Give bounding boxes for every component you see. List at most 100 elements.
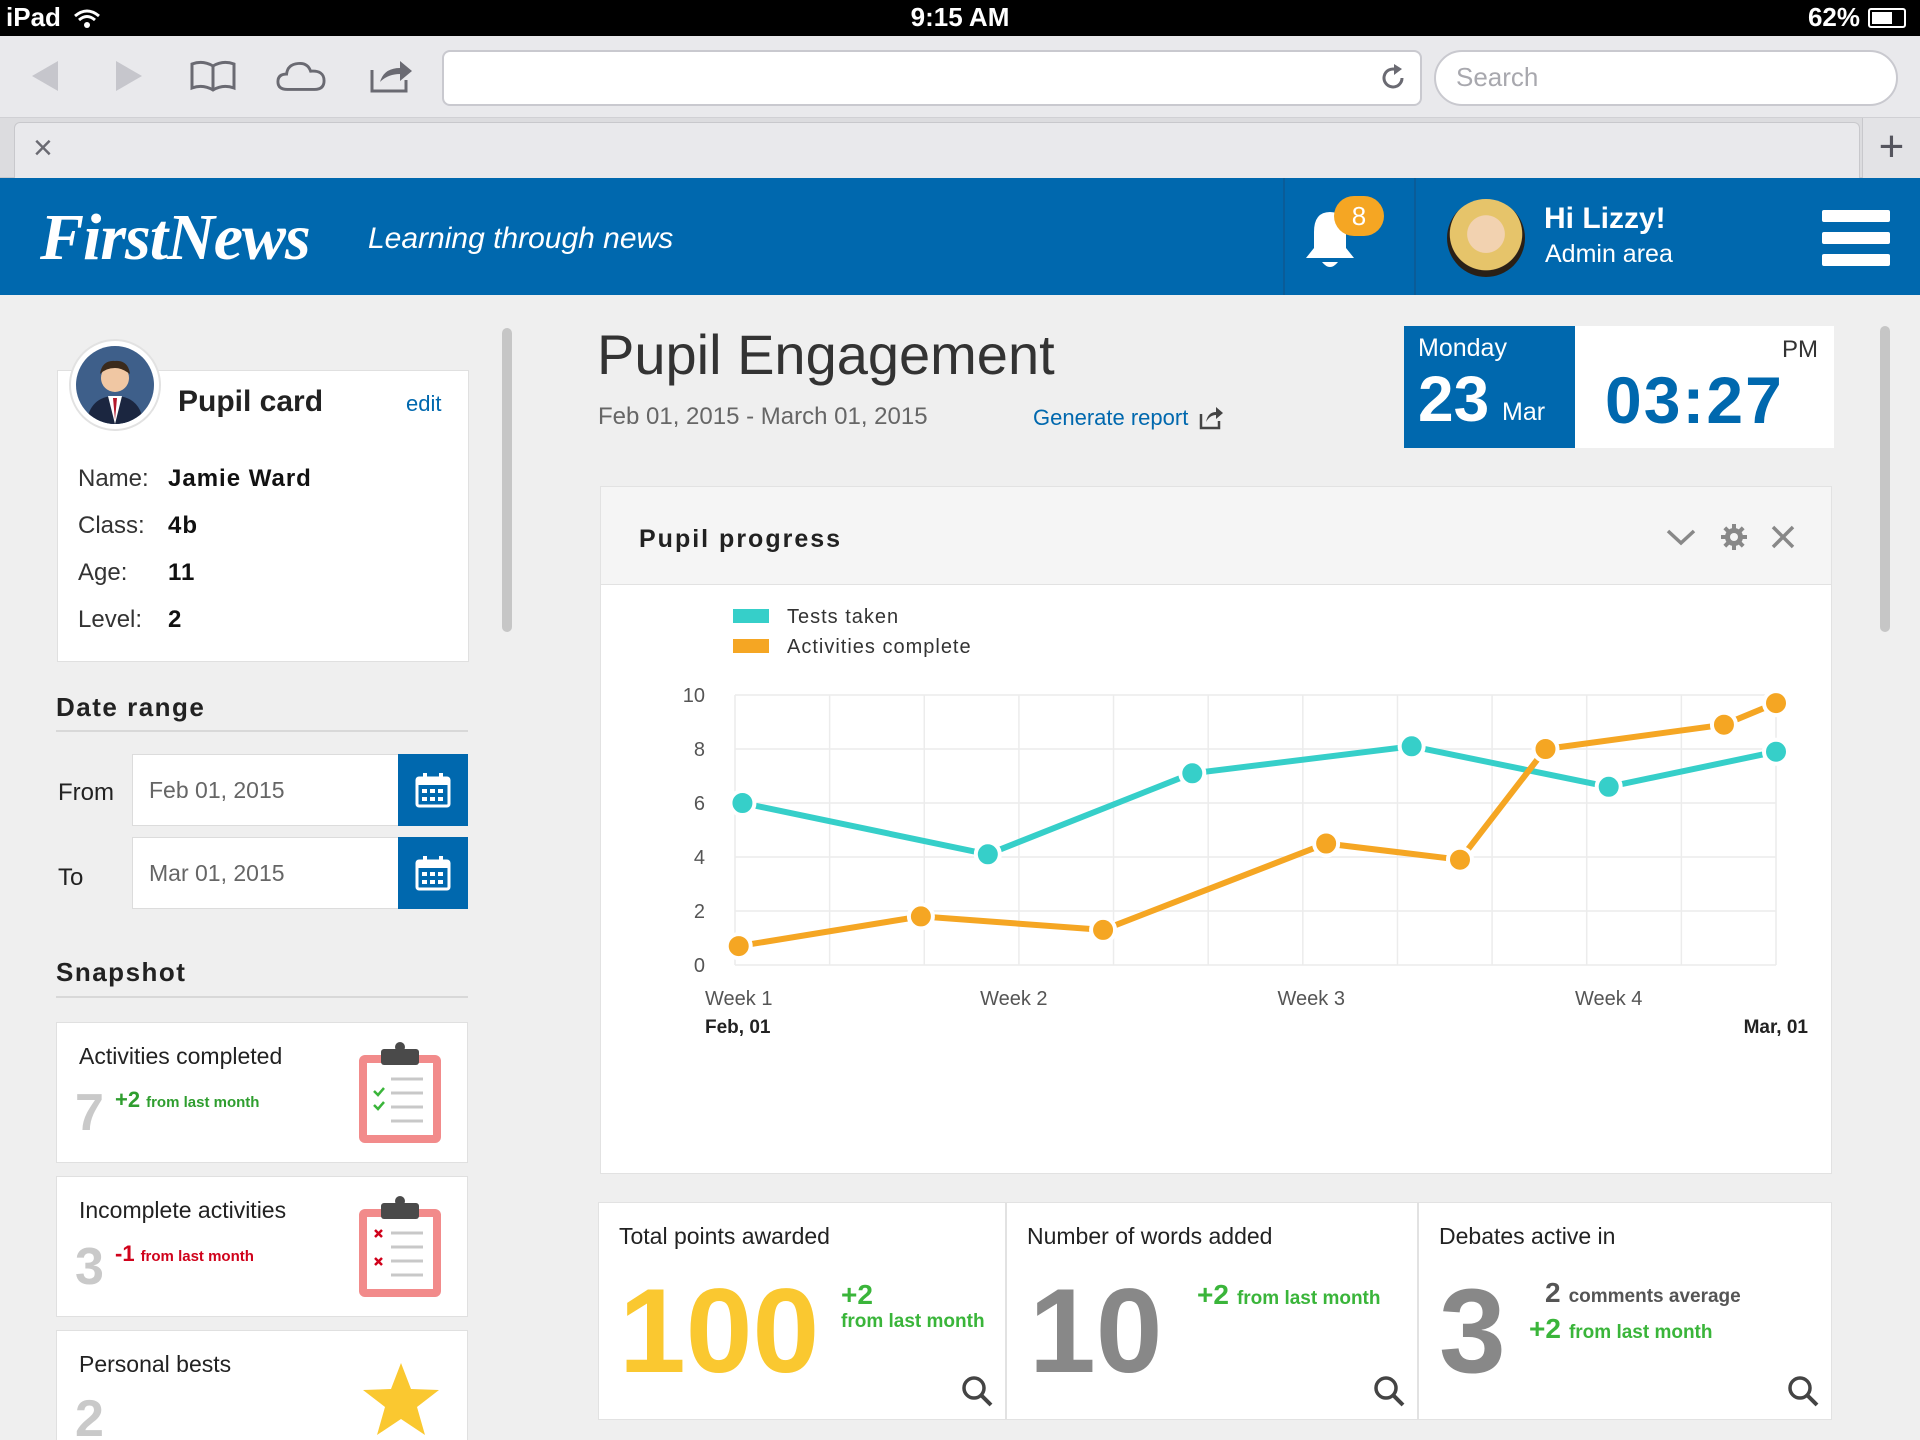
x-tick-label: Week 3 [1278,988,1345,1010]
snapshot-title: Snapshot [56,957,187,987]
stat-delta: +2 from last month [1197,1279,1381,1310]
share-icon [370,61,412,93]
y-tick-label: 4 [694,847,705,869]
data-point [1709,710,1738,739]
stat-value: 100 [619,1264,820,1398]
sidebar-scrollbar[interactable] [502,328,512,632]
browser-tab[interactable]: × [14,122,1860,178]
site-header: FirstNews Learning through news 8 Hi Liz… [0,178,1920,295]
main-scrollbar[interactable] [1880,326,1890,632]
date-range-title: Date range [56,692,206,722]
settings-button[interactable] [1718,521,1750,553]
battery-status: 62% [1808,2,1906,33]
clock-widget: PM 03:27 [1575,326,1834,448]
series-line [738,700,1778,950]
panel-header: Pupil progress [601,487,1831,585]
close-panel-button[interactable] [1767,521,1799,553]
to-date-field[interactable]: Mar 01, 2015 [132,837,400,909]
page-title: Pupil Engagement [597,323,1055,386]
legend-label: Activities complete [787,636,972,658]
am-pm: PM [1782,336,1818,363]
from-label: From [58,779,114,806]
y-tick-label: 10 [683,685,705,707]
stat-value: 3 [1439,1264,1506,1398]
pupil-name: Jamie Ward [168,465,312,492]
book-icon [190,60,236,92]
magnifier-icon[interactable] [1787,1375,1819,1407]
magnifier-icon[interactable] [1373,1375,1405,1407]
collapse-button[interactable] [1665,521,1697,553]
cloud-icon [276,61,326,91]
search-input[interactable]: Search [1434,50,1898,106]
firstnews-logo[interactable]: FirstNews [40,201,311,274]
user-greeting: Hi Lizzy! [1544,202,1666,235]
stat-value: 10 [1029,1264,1163,1398]
address-bar[interactable] [442,50,1422,106]
pupil-age: 11 [168,559,196,586]
device-name: iPad [6,2,101,33]
snapshot-incomplete-activities[interactable]: Incomplete activities 3 -1 from last mont… [56,1176,468,1317]
x-tick-label: Week 2 [980,988,1047,1010]
back-button[interactable] [20,52,70,100]
data-point [1178,759,1207,788]
status-time: 9:15 AM [910,2,1010,32]
month: Mar [1502,398,1546,426]
to-label: To [58,864,84,891]
calendar-icon [415,856,451,891]
x-tick-label: Week 4 [1575,988,1642,1010]
legend-swatch [733,639,769,653]
weekday: Monday [1418,334,1507,362]
data-point [724,932,753,961]
stat-words-added: Number of words added 10 +2 from last mon… [1006,1202,1418,1420]
site-tagline: Learning through news [368,222,674,255]
y-tick-label: 8 [694,739,705,761]
pupil-level-row: Level: 2 [78,606,183,633]
to-calendar-button[interactable] [398,837,468,909]
pupil-photo [69,339,161,431]
forward-arrow-icon [116,61,142,91]
section-divider [56,730,468,732]
snapshot-activities-completed[interactable]: Activities completed 7 +2 from last month [56,1022,468,1163]
forward-button[interactable] [104,52,154,100]
data-point [1762,689,1790,718]
notification-badge: 8 [1334,196,1384,236]
stat-extra: 2 comments average [1545,1277,1741,1308]
data-point [728,789,757,817]
admin-area-link[interactable]: Admin area [1545,240,1673,268]
clock-time: 03:27 [1605,363,1784,437]
export-icon [1200,407,1224,430]
clipboard-cross-icon [359,1196,441,1297]
header-divider [1414,178,1416,295]
data-point [906,902,935,931]
battery-icon [1868,7,1906,28]
back-arrow-icon [32,61,58,91]
edit-link[interactable]: edit [406,391,442,416]
snapshot-personal-bests[interactable]: Personal bests 2 [56,1330,468,1440]
series-line [741,743,1777,858]
legend-swatch [733,609,769,623]
new-tab-button[interactable]: + [1862,118,1920,178]
generate-report-link[interactable]: Generate report [1033,405,1224,431]
snapshot-delta: -1 from last month [115,1241,254,1266]
bookmarks-button[interactable] [188,52,238,100]
from-calendar-button[interactable] [398,754,468,826]
snapshot-value: 7 [75,1084,104,1142]
data-point [1445,845,1474,874]
magnifier-icon[interactable] [961,1375,993,1407]
snapshot-delta: +2 from last month [115,1087,260,1112]
pupil-class: 4b [168,512,199,539]
reload-icon[interactable] [1378,63,1408,93]
y-tick-label: 0 [694,955,705,977]
pupil-title: Pupil card [178,385,324,418]
icloud-button[interactable] [276,52,326,100]
avatar[interactable] [1447,199,1525,277]
from-date-field[interactable]: Feb 01, 2015 [132,754,400,826]
close-icon [1771,525,1795,549]
close-tab-icon[interactable]: × [33,129,53,167]
y-tick-label: 6 [694,793,705,815]
section-divider [56,996,468,998]
share-button[interactable] [366,52,416,100]
hamburger-menu-icon[interactable] [1822,210,1890,266]
header-divider [1283,178,1285,295]
chevron-down-icon [1666,529,1696,546]
